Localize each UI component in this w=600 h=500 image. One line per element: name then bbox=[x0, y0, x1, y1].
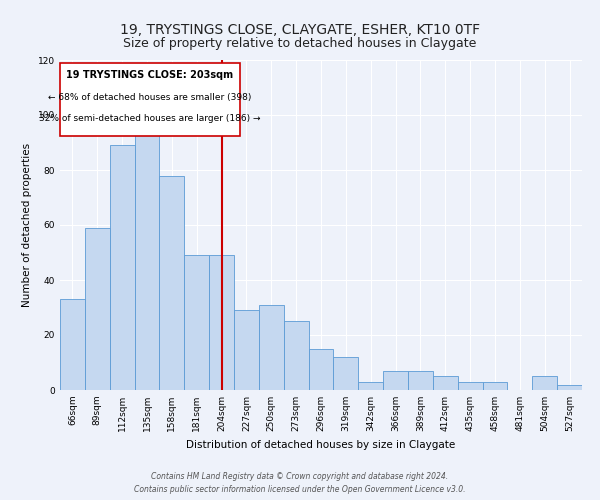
Bar bbox=[408, 371, 433, 390]
X-axis label: Distribution of detached houses by size in Claygate: Distribution of detached houses by size … bbox=[187, 440, 455, 450]
Text: 19 TRYSTINGS CLOSE: 203sqm: 19 TRYSTINGS CLOSE: 203sqm bbox=[67, 70, 233, 80]
Bar bbox=[184, 255, 209, 390]
Bar bbox=[433, 376, 458, 390]
Text: ← 68% of detached houses are smaller (398): ← 68% of detached houses are smaller (39… bbox=[49, 93, 252, 102]
Bar bbox=[557, 384, 582, 390]
Bar bbox=[60, 299, 85, 390]
Bar bbox=[358, 382, 383, 390]
Bar bbox=[259, 304, 284, 390]
Bar bbox=[532, 376, 557, 390]
Text: 32% of semi-detached houses are larger (186) →: 32% of semi-detached houses are larger (… bbox=[39, 114, 261, 124]
Text: 19, TRYSTINGS CLOSE, CLAYGATE, ESHER, KT10 0TF: 19, TRYSTINGS CLOSE, CLAYGATE, ESHER, KT… bbox=[120, 22, 480, 36]
Bar bbox=[334, 357, 358, 390]
Bar bbox=[284, 322, 308, 390]
Bar bbox=[458, 382, 482, 390]
Bar bbox=[85, 228, 110, 390]
Bar bbox=[234, 310, 259, 390]
FancyBboxPatch shape bbox=[60, 64, 240, 136]
Bar bbox=[134, 128, 160, 390]
Bar bbox=[383, 371, 408, 390]
Text: Contains HM Land Registry data © Crown copyright and database right 2024.
Contai: Contains HM Land Registry data © Crown c… bbox=[134, 472, 466, 494]
Bar bbox=[160, 176, 184, 390]
Bar bbox=[482, 382, 508, 390]
Text: Size of property relative to detached houses in Claygate: Size of property relative to detached ho… bbox=[124, 36, 476, 50]
Y-axis label: Number of detached properties: Number of detached properties bbox=[22, 143, 32, 307]
Bar bbox=[110, 145, 134, 390]
Bar bbox=[209, 255, 234, 390]
Bar bbox=[308, 349, 334, 390]
